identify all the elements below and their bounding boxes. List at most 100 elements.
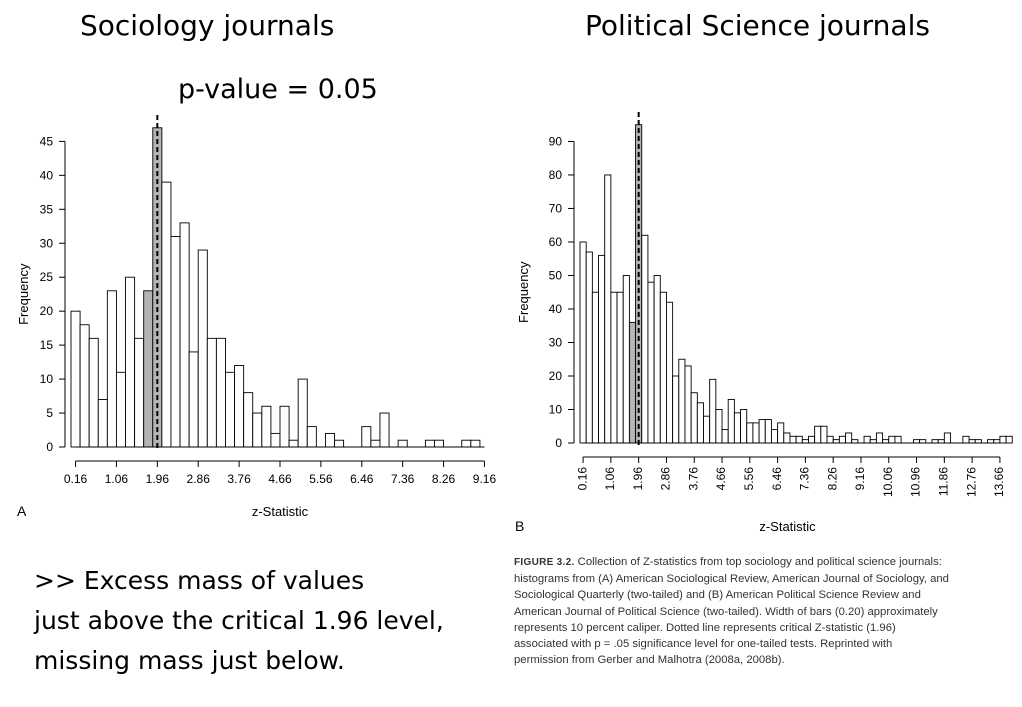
chart-b-x-tick-label: 8.26 <box>825 467 839 491</box>
chart-a-bar <box>361 426 372 448</box>
chart-b-bar <box>733 412 742 444</box>
chart-a-bar <box>461 439 472 448</box>
chart-a-bar <box>125 276 136 448</box>
chart-a-bar <box>188 351 199 448</box>
chart-b-x-tick-label: 6.46 <box>770 467 784 491</box>
chart-a-bar <box>134 337 145 448</box>
chart-b-x-tick-label: 7.36 <box>798 467 812 491</box>
chart-a-x-tick-label: 6.46 <box>350 472 374 486</box>
chart-b-y-tick-label: 40 <box>549 302 563 316</box>
chart-a-y-tick-label: 35 <box>40 202 54 216</box>
chart-b-x-tick-label: 5.56 <box>742 467 756 491</box>
chart-b-bar <box>987 439 995 444</box>
chart-b-y-tick-label: 60 <box>549 235 563 249</box>
chart-b-bar <box>591 291 599 444</box>
chart-b-x-tick-label: 1.96 <box>631 467 645 491</box>
chart-a-bar <box>434 439 445 448</box>
chart-b-bar <box>993 439 1001 444</box>
chart-b-bar <box>968 439 976 444</box>
chart-b-y-tick-label: 20 <box>549 369 563 383</box>
chart-a-x-tick-label: 3.76 <box>227 472 251 486</box>
chart-a-bar <box>179 222 190 448</box>
chart-a-bar <box>252 412 263 448</box>
chart-b-x-tick-label: 12.76 <box>964 467 978 497</box>
chart-a-bar <box>306 426 317 448</box>
chart-a-bar <box>88 337 99 448</box>
chart-a-y-tick-label: 20 <box>40 304 54 318</box>
note-line-3: missing mass just below. <box>34 646 345 675</box>
chart-b-x-tick-label: 4.66 <box>714 467 728 491</box>
chart-b-bar <box>913 439 921 444</box>
caption-line-4: American Journal of Political Science (t… <box>514 605 938 618</box>
chart-a-x-label: z-Statistic <box>252 504 309 519</box>
chart-a-x-tick-label: 7.36 <box>391 472 415 486</box>
caption-line-5: represents 10 percent caliper. Dotted li… <box>514 621 896 634</box>
caption-line-7: permission from Gerber and Malhotra (200… <box>514 654 785 667</box>
chart-a-bar <box>79 324 90 448</box>
chart-b-bar <box>678 358 686 444</box>
chart-b-bar <box>919 439 927 444</box>
chart-b-bar <box>641 234 649 444</box>
chart-a-y-label: Frequency <box>16 263 31 325</box>
chart-a-bar <box>370 439 381 448</box>
chart-a-y-tick-label: 10 <box>40 372 54 386</box>
chart-a-bar <box>215 337 226 448</box>
chart-a-bar <box>397 439 408 448</box>
chart-b-bar <box>832 439 840 444</box>
chart-b-bar <box>598 254 606 444</box>
chart-b-bar <box>672 375 680 444</box>
chart-b-bar <box>777 422 785 444</box>
chart-b-y-tick-label: 10 <box>549 402 563 416</box>
chart-b-y-tick-label: 70 <box>549 201 563 215</box>
chart-b-bar <box>863 435 871 444</box>
chart-a-x-tick-label: 9.16 <box>473 472 497 486</box>
chart-a-bar <box>197 249 208 448</box>
chart-a-x-tick-label: 1.06 <box>105 472 129 486</box>
chart-b-bar <box>795 435 803 444</box>
chart-b-bar <box>758 419 766 444</box>
chart-b-bar <box>808 435 816 444</box>
chart-a-bar <box>106 290 117 448</box>
chart-a-y-tick-label: 5 <box>46 406 53 420</box>
chart-b-bar <box>764 419 772 444</box>
chart-b-bar <box>740 409 748 444</box>
chart-b-bar <box>882 439 890 444</box>
chart-a-bar <box>379 412 390 448</box>
chart-b-bar <box>851 439 859 444</box>
chart-a-y-tick-label: 45 <box>40 134 54 148</box>
chart-a-x-tick-label: 8.26 <box>432 472 456 486</box>
chart-b-bar <box>653 275 661 444</box>
chart-a-bar <box>297 378 308 448</box>
panel-a-letter: A <box>17 503 27 519</box>
chart-b-bar <box>875 432 884 444</box>
chart-b-bar <box>721 429 729 444</box>
takeaway-note: >> Excess mass of values just above the … <box>34 561 444 681</box>
chart-b-bar <box>770 429 779 444</box>
chart-b-bar <box>999 435 1007 444</box>
chart-b-bar <box>610 291 618 444</box>
chart-b-bar <box>869 439 877 444</box>
chart-b-bar <box>783 432 791 444</box>
chart-a-bar <box>470 439 481 448</box>
chart-b-bar <box>820 425 828 444</box>
chart-b-y-tick-label: 50 <box>549 268 563 282</box>
chart-b-x-tick-label: 11.86 <box>937 467 951 496</box>
chart-a-y-tick-label: 30 <box>40 236 54 250</box>
left-slide-title: Sociology journals <box>80 9 335 42</box>
chart-b-bar <box>974 439 982 444</box>
chart-b-bar <box>962 435 970 444</box>
chart-a-bar <box>324 432 335 448</box>
chart-a-bar <box>270 432 281 448</box>
chart-b-x-tick-label: 9.16 <box>853 467 867 491</box>
chart-b-bar <box>845 432 853 444</box>
chart-a-bar <box>279 405 290 448</box>
chart-b-bar <box>943 432 951 444</box>
chart-b-bar <box>647 281 655 444</box>
chart-a-bar <box>115 371 126 448</box>
chart-a-x-tick-label: 4.66 <box>268 472 292 486</box>
chart-b-bar <box>838 435 846 444</box>
chart-b-bar <box>666 301 674 444</box>
chart-b-x-tick-label: 10.96 <box>909 467 923 497</box>
note-line-2: just above the critical 1.96 level, <box>34 606 444 635</box>
